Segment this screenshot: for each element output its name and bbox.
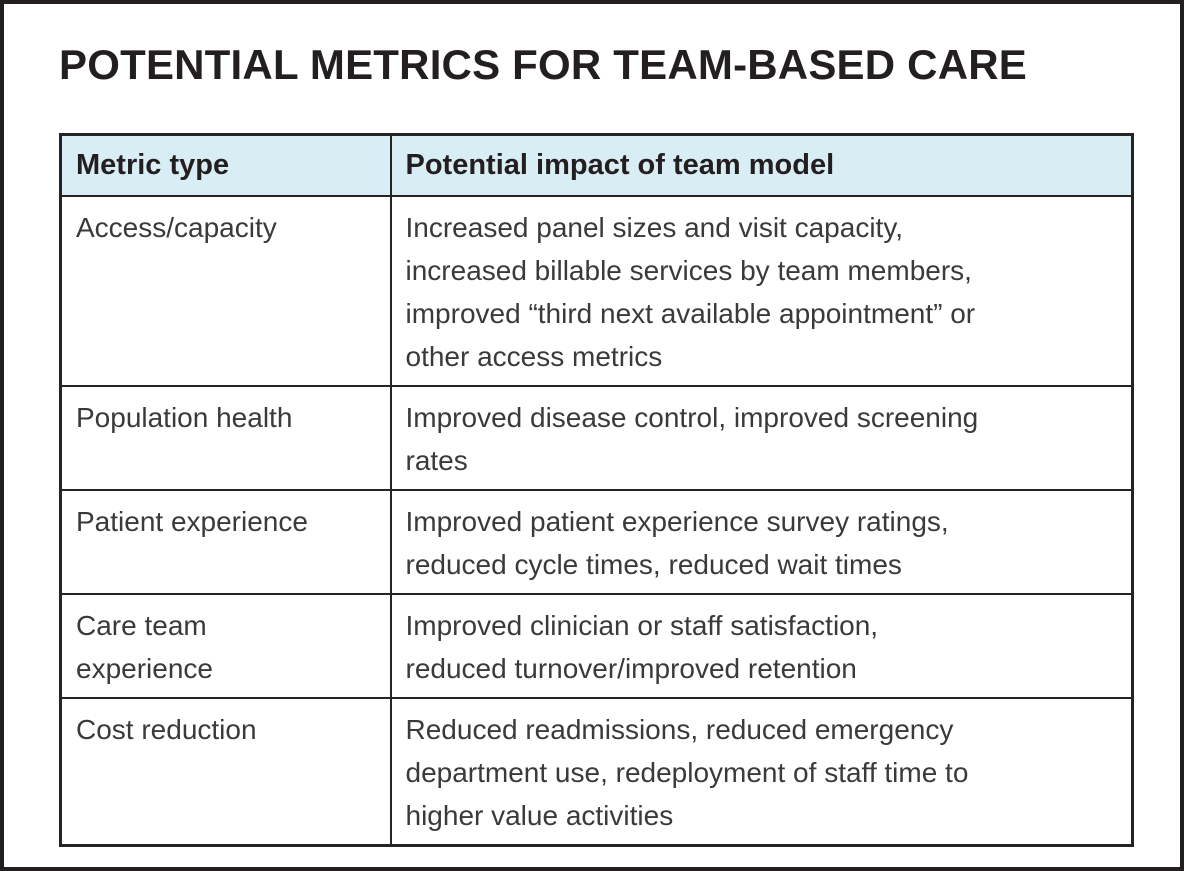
table-row: Care team experience Improved clinician … xyxy=(59,593,1134,699)
metric-type-cell: Cost reduction xyxy=(59,697,392,847)
metric-type-text: Patient experience xyxy=(76,506,308,537)
table-row: Access/capacity Increased panel sizes an… xyxy=(59,195,1134,387)
metric-type-text: Care team experience xyxy=(76,610,213,684)
metrics-table: Metric type Potential impact of team mod… xyxy=(59,133,1134,847)
figure-title: POTENTIAL METRICS FOR TEAM-BASED CARE xyxy=(59,41,1027,88)
table-row: Cost reduction Reduced readmissions, red… xyxy=(59,697,1134,847)
column-header-potential-impact: Potential impact of team model xyxy=(389,133,1134,197)
impact-text: Improved disease control, improved scree… xyxy=(405,402,979,476)
metric-type-text: Population health xyxy=(76,402,293,433)
metric-type-text: Access/capacity xyxy=(76,212,277,243)
metric-type-cell: Access/capacity xyxy=(59,195,392,387)
metric-type-text: Cost reduction xyxy=(76,714,257,745)
impact-text: Improved clinician or staff satisfaction… xyxy=(405,610,879,684)
impact-cell: Reduced readmissions, reduced emergency … xyxy=(389,697,1134,847)
table-row: Patient experience Improved patient expe… xyxy=(59,489,1134,595)
column-header-metric-type: Metric type xyxy=(59,133,392,197)
impact-text: Improved patient experience survey ratin… xyxy=(405,506,949,580)
metric-type-cell: Population health xyxy=(59,385,392,491)
impact-text: Reduced readmissions, reduced emergency … xyxy=(405,714,969,831)
impact-cell: Improved disease control, improved scree… xyxy=(389,385,1134,491)
metric-type-cell: Patient experience xyxy=(59,489,392,595)
impact-cell: Improved patient experience survey ratin… xyxy=(389,489,1134,595)
impact-text: Increased panel sizes and visit capacity… xyxy=(405,212,976,372)
metric-type-cell: Care team experience xyxy=(59,593,392,699)
table-header-row: Metric type Potential impact of team mod… xyxy=(59,133,1134,197)
impact-cell: Increased panel sizes and visit capacity… xyxy=(389,195,1134,387)
impact-cell: Improved clinician or staff satisfaction… xyxy=(389,593,1134,699)
table-row: Population health Improved disease contr… xyxy=(59,385,1134,491)
